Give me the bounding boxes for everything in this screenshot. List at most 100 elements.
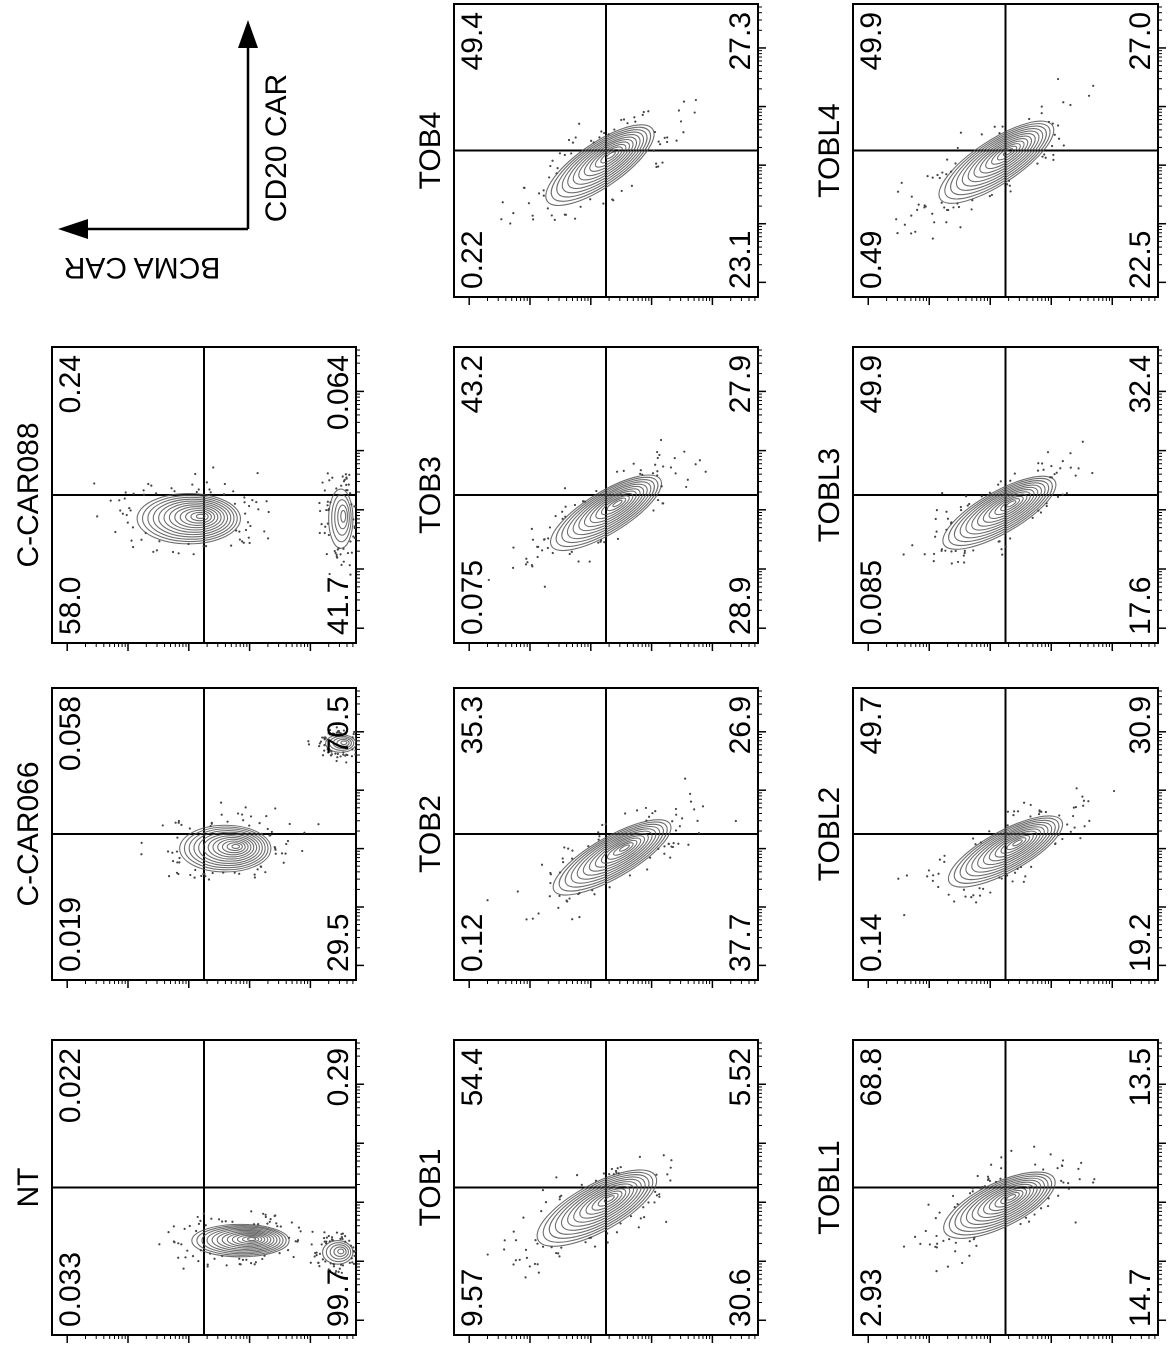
event-dot xyxy=(671,820,674,823)
event-dot xyxy=(902,1245,906,1248)
event-dot xyxy=(262,1212,265,1215)
event-dot xyxy=(270,830,273,834)
event-dot xyxy=(209,491,212,494)
event-dot xyxy=(178,861,181,864)
cell-population xyxy=(895,77,1095,240)
event-dot xyxy=(265,500,268,503)
event-dot xyxy=(998,876,1001,879)
event-dot xyxy=(1072,806,1075,809)
event-dot xyxy=(561,861,565,864)
event-dot xyxy=(309,1261,312,1264)
event-dot xyxy=(1033,1145,1036,1148)
event-dot xyxy=(938,858,942,861)
contour-line xyxy=(583,488,641,528)
event-dot xyxy=(659,438,663,442)
event-dot xyxy=(675,813,678,816)
contour-line xyxy=(948,1173,1053,1236)
event-dot xyxy=(694,463,697,466)
event-dot xyxy=(911,544,914,547)
event-dot xyxy=(593,1245,597,1248)
contour-line xyxy=(594,835,646,868)
event-dot xyxy=(959,505,962,509)
event-dot xyxy=(594,1179,598,1182)
contour-line xyxy=(994,495,1024,516)
contour-line xyxy=(606,497,627,512)
event-dot xyxy=(167,1231,170,1234)
quadrant-labels: 0.24 0.064 58.0 41.7 xyxy=(54,355,355,635)
event-dot xyxy=(319,740,323,743)
event-dot xyxy=(657,165,660,168)
panel-label: TOB4 xyxy=(414,112,447,190)
contour-line xyxy=(325,1242,352,1263)
event-dot xyxy=(512,546,515,549)
event-dot xyxy=(952,206,955,209)
event-dot xyxy=(635,809,639,812)
event-dot xyxy=(188,1224,191,1228)
axis-ticks xyxy=(66,1042,364,1343)
event-dot xyxy=(155,492,158,495)
event-dot xyxy=(1039,1207,1043,1210)
axis-ticks xyxy=(468,6,766,305)
event-dot xyxy=(927,1203,930,1206)
event-dot xyxy=(182,1267,185,1270)
contour-line xyxy=(549,474,663,552)
quadrant-value-bottom-right: 30.6 xyxy=(724,1269,757,1327)
event-dot xyxy=(997,483,1000,486)
event-dot xyxy=(172,1225,175,1228)
event-dot xyxy=(1077,1167,1080,1170)
event-dot xyxy=(332,1265,336,1268)
event-dot xyxy=(317,823,320,826)
event-dot xyxy=(524,1276,527,1279)
contour-line xyxy=(600,495,630,516)
contour-line xyxy=(195,513,206,520)
event-dot xyxy=(340,1236,344,1239)
event-dot xyxy=(1061,1164,1064,1168)
event-dot xyxy=(938,176,941,180)
contour-line xyxy=(953,817,1060,884)
event-dot xyxy=(123,497,126,500)
event-dot xyxy=(1053,473,1056,476)
event-dot xyxy=(558,1198,561,1201)
contour-line xyxy=(202,833,258,862)
event-dot xyxy=(1006,810,1010,813)
contour-line xyxy=(600,148,620,164)
event-dot xyxy=(902,553,905,556)
contour-line xyxy=(570,826,661,884)
event-dot xyxy=(943,854,946,857)
event-dot xyxy=(511,566,515,569)
event-dot xyxy=(341,1264,345,1267)
event-dot xyxy=(512,1230,515,1233)
event-dot xyxy=(568,897,571,900)
event-dot xyxy=(1000,877,1003,880)
event-dot xyxy=(362,750,364,752)
event-dot xyxy=(536,1263,539,1266)
event-dot xyxy=(1008,184,1011,187)
axis-ticks xyxy=(468,690,766,988)
event-dot xyxy=(578,916,581,919)
event-dot xyxy=(629,1215,633,1218)
event-dot xyxy=(346,551,350,555)
contour-line xyxy=(943,1171,1056,1239)
event-dot xyxy=(655,1194,659,1197)
event-dot xyxy=(565,899,568,902)
event-dot xyxy=(592,141,595,144)
event-dot xyxy=(359,746,361,748)
event-dot xyxy=(956,560,960,564)
quadrant-value-top-left: 54.4 xyxy=(456,1048,489,1106)
event-dot xyxy=(1040,105,1043,108)
event-dot xyxy=(656,498,660,502)
panel-tobl1: 68.8 13.5 2.93 14.7 TOBL1 xyxy=(813,1039,1166,1343)
event-dot xyxy=(956,202,959,205)
event-dot xyxy=(525,557,528,560)
cell-population xyxy=(93,466,356,576)
event-dot xyxy=(211,871,214,875)
event-dot xyxy=(155,549,158,552)
contour-line xyxy=(1012,839,1023,847)
event-dot xyxy=(249,1262,253,1265)
contour-line xyxy=(212,836,252,858)
event-dot xyxy=(209,825,212,828)
event-dot xyxy=(267,537,270,540)
event-dot xyxy=(323,738,326,741)
event-dot xyxy=(1049,1153,1052,1156)
quadrant-value-bottom-right: 41.7 xyxy=(322,577,355,635)
